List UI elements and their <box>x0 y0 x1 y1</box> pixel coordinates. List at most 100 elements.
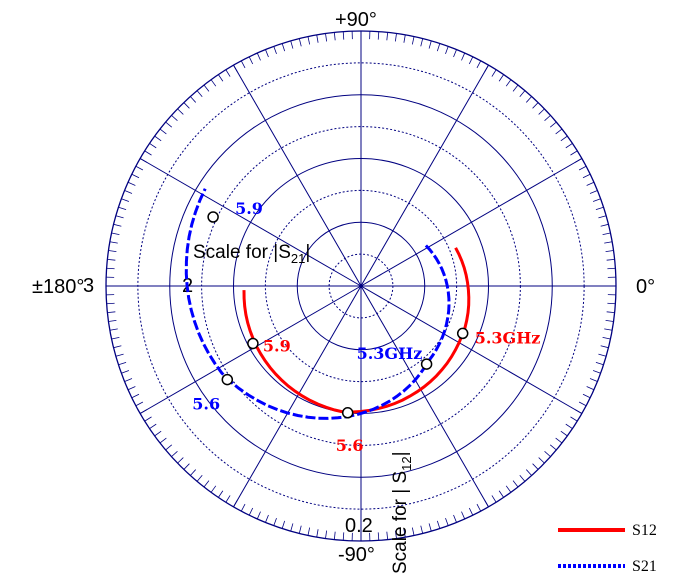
grid-tick <box>281 43 286 52</box>
grid-tick <box>605 250 614 253</box>
grid-tick <box>107 258 116 261</box>
grid-tick <box>115 215 124 219</box>
grid-tick <box>265 49 269 58</box>
grid-tick <box>190 96 197 103</box>
grid-tick <box>273 517 277 526</box>
grid-tick <box>113 223 122 227</box>
grid-tick <box>218 490 224 498</box>
grid-tick <box>606 258 615 261</box>
grid-tick <box>240 60 246 69</box>
grid-tick <box>121 370 130 374</box>
grid-tick <box>256 52 261 61</box>
marker-s21 <box>207 211 219 223</box>
grid-tick <box>560 430 568 437</box>
freq-label-s21: 5.6 <box>192 395 220 414</box>
grid-tick <box>210 485 217 493</box>
grid-tick <box>607 267 616 270</box>
grid-tick <box>144 416 152 422</box>
grid-tick <box>113 345 122 349</box>
grid-tick <box>109 241 118 244</box>
grid-tick <box>532 463 539 470</box>
grid-tick <box>225 495 231 503</box>
legend-label-s12: S12 <box>632 522 657 539</box>
marker-s12 <box>456 327 469 340</box>
grid-tick <box>445 46 449 55</box>
curve-s12 <box>242 247 471 414</box>
grid-tick <box>592 198 601 202</box>
grid-tick <box>325 33 328 42</box>
grid-tick <box>420 38 424 47</box>
grid-tick <box>203 84 210 92</box>
grid-spoke <box>139 158 362 287</box>
grid-tick <box>256 511 261 520</box>
grid-tick <box>108 319 117 322</box>
grid-tick <box>476 503 482 512</box>
grid-tick <box>165 444 173 451</box>
grid-tick <box>605 319 614 322</box>
grid-tick <box>394 530 397 539</box>
grid-tick <box>519 474 526 482</box>
grid-tick <box>154 430 162 437</box>
grid-spoke <box>360 64 489 287</box>
grid-tick <box>560 135 568 142</box>
grid-tick <box>512 84 519 92</box>
grid-tick <box>135 401 144 407</box>
legend: S12 S21 <box>558 522 657 574</box>
grid-tick <box>420 525 424 534</box>
grid-tick <box>127 181 136 186</box>
grid-tick <box>578 165 587 171</box>
grid-tick <box>403 529 406 538</box>
grid-tick <box>203 480 210 488</box>
grid-tick <box>586 181 595 186</box>
grid-tick <box>135 165 144 171</box>
curves-group <box>184 188 471 420</box>
grid-tick <box>183 102 190 109</box>
grid-tick <box>171 450 178 457</box>
grid-tick <box>604 241 613 244</box>
grid-tick <box>165 121 173 128</box>
grid-tick <box>602 232 611 236</box>
grid-tick <box>377 532 380 541</box>
grid-tick <box>377 31 380 40</box>
grid-tick <box>225 69 231 77</box>
grid-tick <box>386 531 389 540</box>
grid-tick <box>549 121 557 128</box>
grid-tick <box>602 336 611 340</box>
grid-tick <box>403 34 406 43</box>
grid-tick <box>248 56 254 65</box>
grid-tick <box>115 353 124 357</box>
grid-tick <box>298 525 302 534</box>
polar-grid <box>105 30 617 542</box>
grid-tick <box>525 469 532 476</box>
grid-spoke <box>139 285 362 414</box>
grid-tick <box>453 514 457 523</box>
grid-tick <box>177 108 184 115</box>
grid-tick <box>445 517 449 526</box>
angle-label-top: +90° <box>335 9 377 31</box>
grid-tick <box>565 423 573 429</box>
grid-tick <box>131 393 140 399</box>
grid-tick <box>290 523 294 532</box>
grid-tick <box>586 386 595 391</box>
grid-tick <box>555 437 563 444</box>
marker-s12 <box>341 407 354 419</box>
grid-tick <box>190 469 197 476</box>
curve-s21 <box>184 188 451 420</box>
freq-label-s12: 5.6 <box>336 436 364 455</box>
grid-tick <box>394 33 397 42</box>
grid-tick <box>411 527 415 536</box>
grid-tick <box>582 393 591 399</box>
grid-tick <box>240 503 246 512</box>
grid-tick <box>589 378 598 382</box>
grid-tick <box>154 135 162 142</box>
grid-tick <box>491 69 497 77</box>
grid-tick <box>595 206 604 211</box>
grid-tick <box>598 215 607 219</box>
grid-tick <box>565 143 573 149</box>
grid-tick <box>109 328 118 331</box>
grid-tick <box>265 514 269 523</box>
grid-tick <box>411 36 415 45</box>
grid-tick <box>149 423 157 429</box>
grid-tick <box>544 450 551 457</box>
